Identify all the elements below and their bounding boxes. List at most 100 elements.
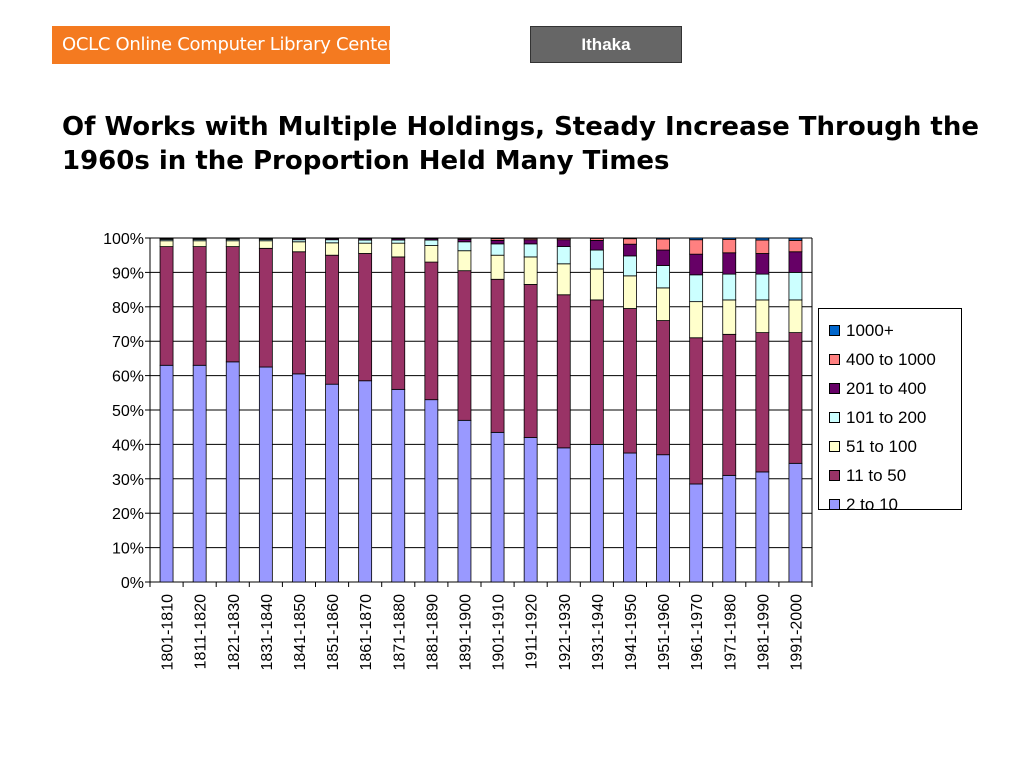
legend-item: 101 to 200 [829, 403, 961, 432]
bar-segment [292, 251, 306, 375]
bar-segment [788, 299, 803, 334]
bar-segment [358, 253, 373, 382]
bar-segment [788, 251, 803, 273]
y-tick-label: 90% [112, 265, 144, 282]
legend-label: 101 to 200 [846, 407, 927, 427]
bar-segment [391, 256, 406, 390]
x-tick-label: 1841-1850 [292, 594, 309, 671]
x-tick-label: 1891-1900 [457, 594, 474, 671]
bar-segment [589, 240, 604, 251]
legend-swatch [829, 354, 840, 365]
bar-segment [556, 447, 571, 583]
bar-segment [689, 239, 704, 255]
bar-segment [192, 240, 207, 247]
x-tick-label: 1951-1960 [656, 594, 673, 671]
bar-segment [523, 243, 538, 258]
bar-segment [689, 237, 704, 241]
bar-segment [391, 239, 406, 244]
page-title: Of Works with Multiple Holdings, Steady … [62, 112, 979, 176]
bar-segment [656, 287, 670, 321]
oclc-logo: OCLC Online Computer Library Center [52, 26, 395, 64]
x-tick-label: 1821-1830 [226, 594, 243, 671]
bar-segment [325, 239, 339, 244]
bar-segment [490, 237, 505, 240]
bar-segment [623, 237, 637, 240]
legend-item: 1000+ [829, 316, 961, 345]
bar-segment [623, 255, 637, 277]
bar-segment [689, 253, 704, 276]
bar-segment [589, 299, 604, 445]
bar-segment [358, 242, 373, 254]
bar-segment [490, 431, 505, 583]
x-tick-label: 1961-1970 [689, 594, 706, 671]
bar-segment [722, 237, 737, 240]
bar-segment [457, 250, 472, 272]
bar-segment [424, 399, 439, 583]
bar-segment [258, 247, 273, 368]
y-tick-label: 10% [112, 541, 144, 558]
x-tick-label: 1851-1860 [325, 594, 342, 671]
bar-segment [722, 299, 737, 335]
bar-segment [689, 274, 704, 303]
legend-label: 400 to 1000 [846, 349, 936, 369]
bar-segment [192, 364, 207, 583]
bar-segment [325, 383, 339, 583]
bar-segment [589, 268, 604, 301]
bar-segment [656, 238, 670, 251]
bar-segment [788, 462, 803, 583]
bar-segment [556, 246, 571, 265]
y-tick-label: 40% [112, 437, 144, 454]
y-tick-label: 20% [112, 506, 144, 523]
bar-segment [722, 333, 737, 476]
bar-segment [755, 299, 770, 334]
bar-segment [623, 452, 637, 583]
bar-segment [159, 246, 174, 366]
bar-segment [722, 273, 737, 301]
bar-segment [523, 256, 538, 285]
bar-segment [523, 239, 538, 245]
bar-segment [623, 308, 637, 454]
legend-item: 400 to 1000 [829, 345, 961, 374]
bar-segment [325, 242, 339, 256]
legend-item: 2 to 10 [829, 490, 961, 519]
bar-segment [424, 245, 439, 263]
x-tick-label: 1911-1920 [524, 594, 541, 669]
bar-segment [788, 332, 803, 464]
bar-segment [755, 332, 770, 473]
legend-swatch [829, 412, 840, 423]
y-tick-label: 0% [121, 575, 144, 592]
bar-segment [556, 263, 571, 296]
bar-segment [656, 265, 670, 289]
ithaka-button[interactable]: Ithaka [530, 26, 682, 63]
bar-segment [623, 238, 637, 245]
y-tick-label: 100% [103, 231, 144, 248]
bar-segment [755, 239, 770, 254]
x-tick-label: 1831-1840 [259, 594, 276, 671]
legend-item: 201 to 400 [829, 374, 961, 403]
bar-segment [325, 254, 339, 385]
x-tick-label: 1901-1910 [491, 594, 508, 671]
legend-label: 2 to 10 [846, 494, 898, 514]
bar-segment [258, 240, 273, 249]
bar-segment [689, 337, 704, 485]
bar-segment [225, 361, 240, 583]
legend-swatch [829, 470, 840, 481]
legend-label: 1000+ [846, 320, 894, 340]
bar-segment [788, 237, 803, 241]
y-tick-label: 80% [112, 300, 144, 317]
bar-segment [424, 239, 439, 246]
bar-segment [159, 240, 174, 247]
bar-segment [689, 301, 704, 339]
bar-segment [457, 270, 472, 421]
y-tick-label: 30% [112, 472, 144, 489]
bar-segment [722, 474, 737, 583]
bar-segment [358, 380, 373, 583]
bar-segment [788, 240, 803, 253]
bar-segment [656, 320, 670, 456]
bar-segment [722, 238, 737, 254]
legend-label: 51 to 100 [846, 436, 917, 456]
legend-item: 51 to 100 [829, 432, 961, 461]
bar-segment [656, 249, 670, 266]
x-tick-label: 1871-1880 [391, 594, 408, 671]
